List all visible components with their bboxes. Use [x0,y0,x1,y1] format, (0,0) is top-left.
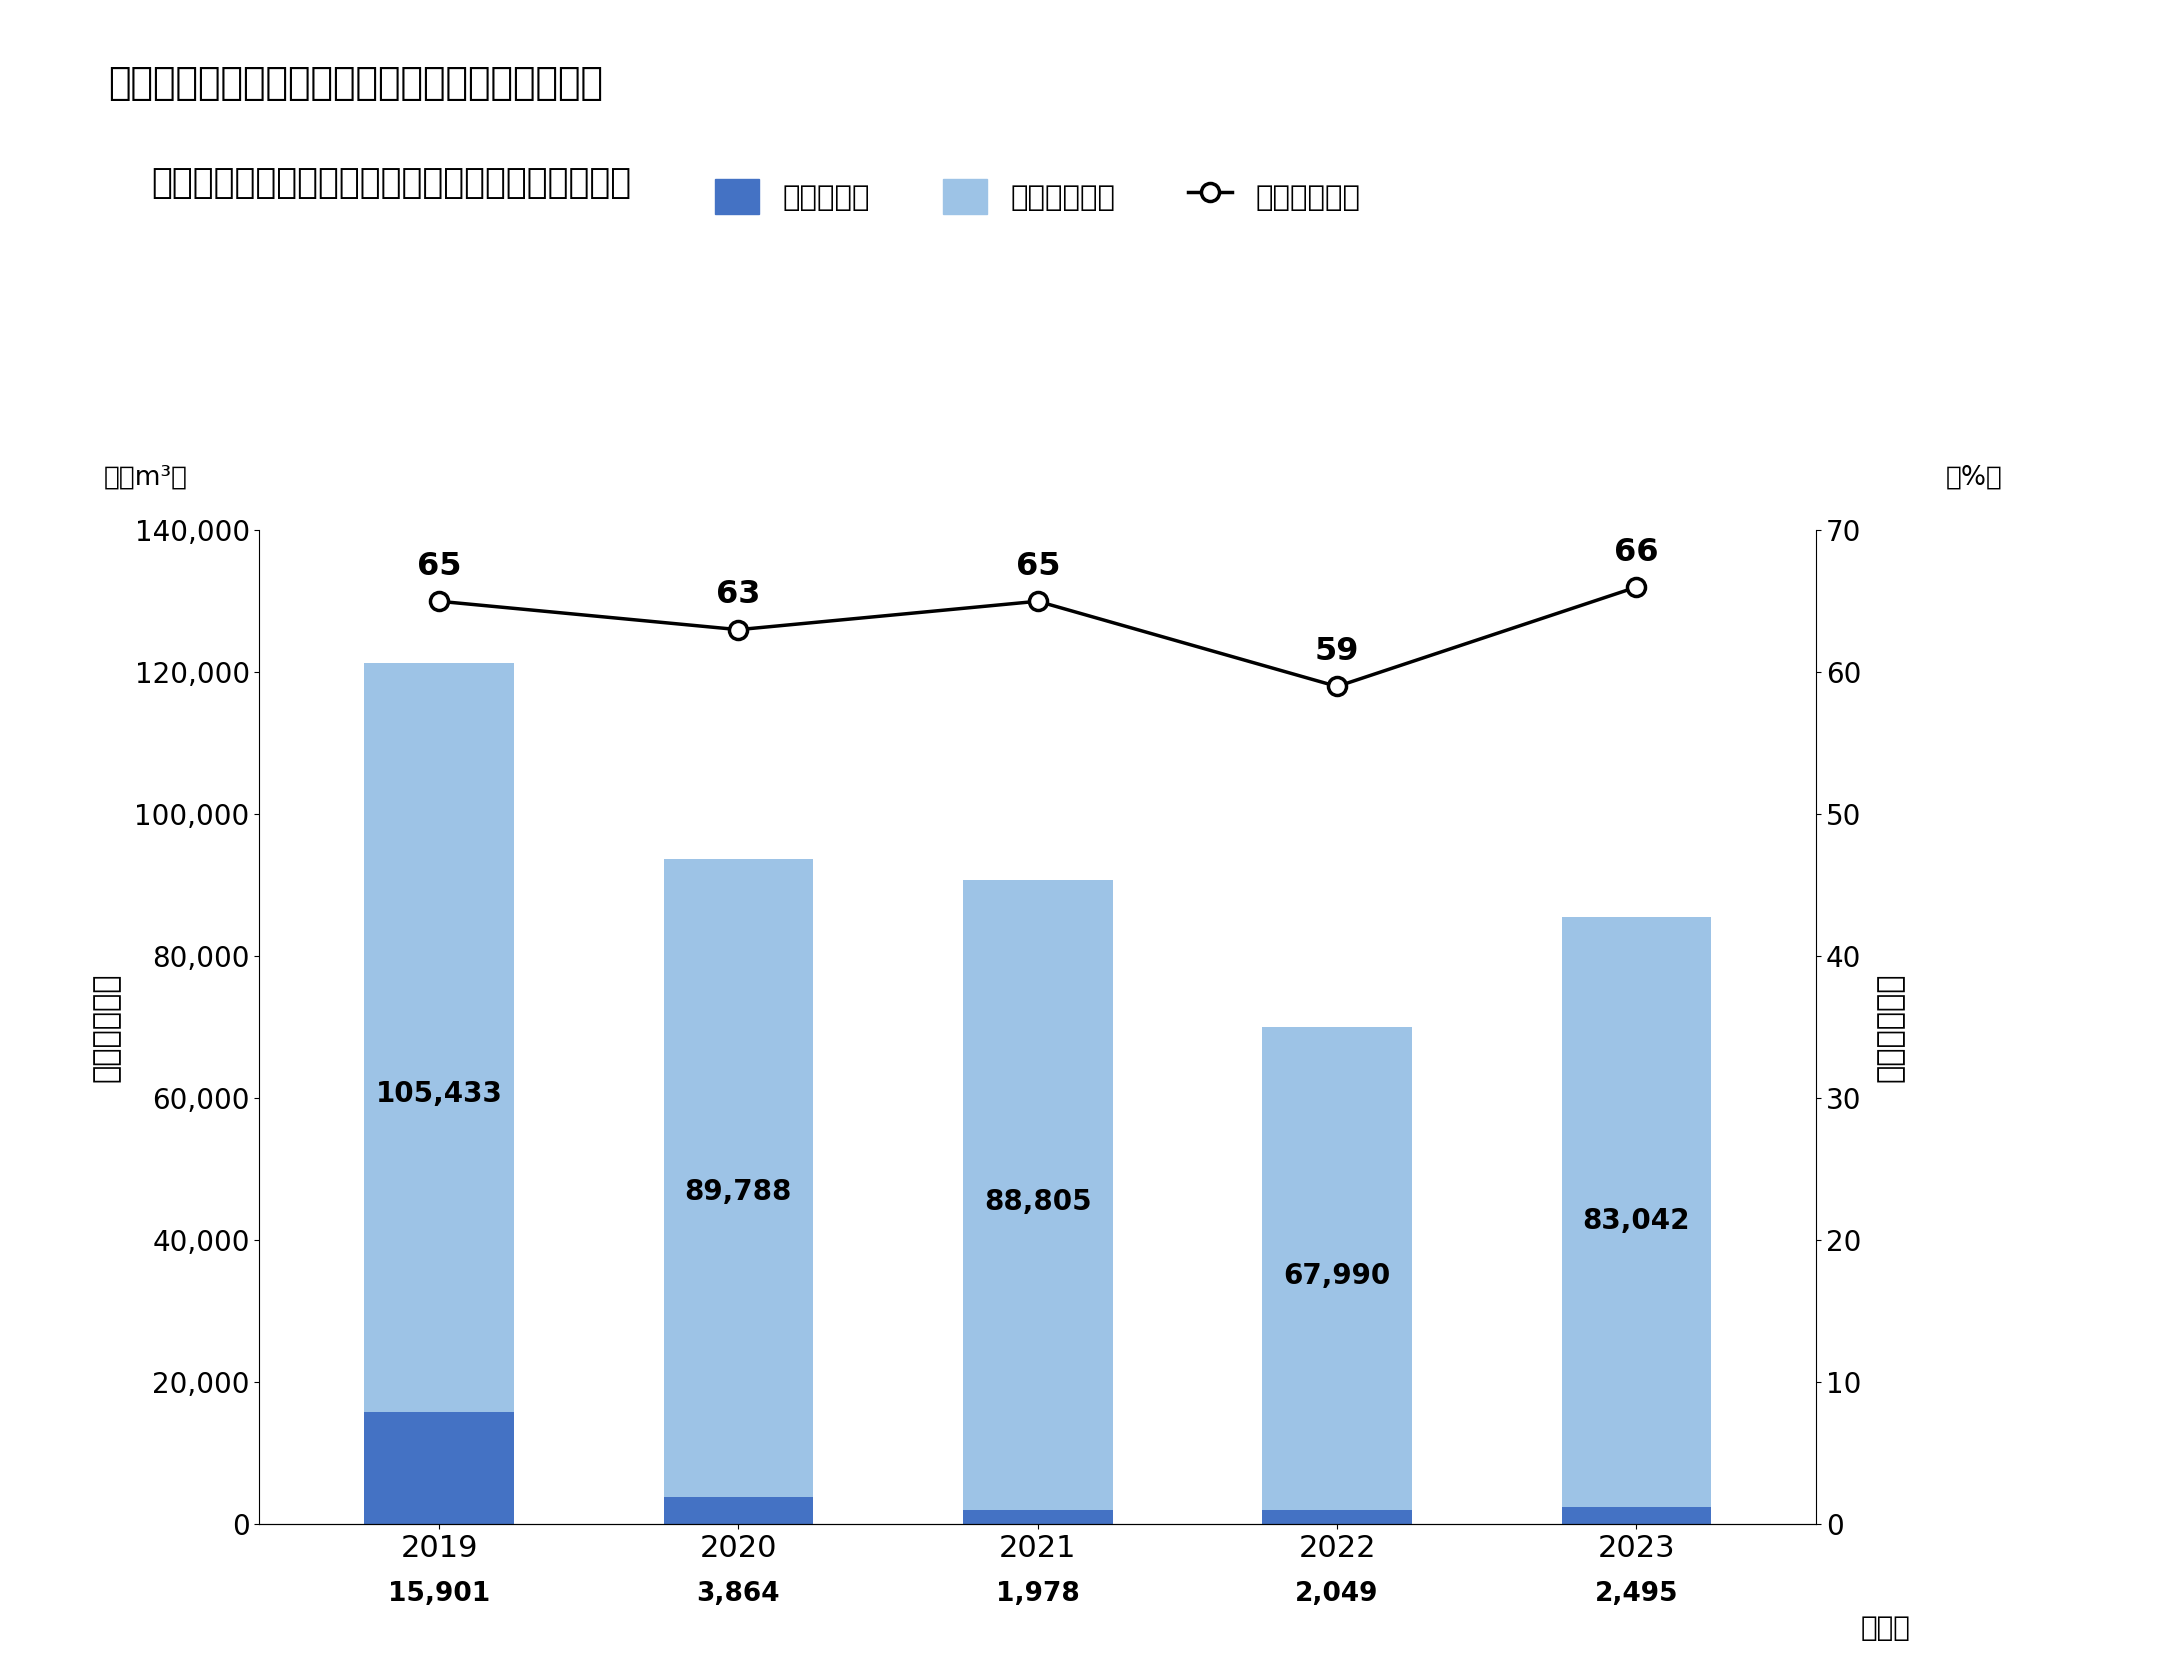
Text: （千m³）: （千m³） [104,464,188,490]
Text: （%）: （%） [1946,464,2002,490]
Bar [1263,1510,1412,1524]
Bar [664,860,813,1496]
Bar [363,1412,515,1524]
Text: 67,990: 67,990 [1284,1261,1390,1289]
Text: 88,805: 88,805 [984,1188,1092,1216]
Text: 66: 66 [1615,537,1658,568]
Text: 65: 65 [1016,550,1059,582]
Bar [363,663,515,1412]
Bar [664,1496,813,1524]
Bar [1263,1027,1412,1510]
Text: 105,433: 105,433 [376,1080,502,1107]
Text: （年）: （年） [1861,1614,1911,1642]
Text: 2,049: 2,049 [1295,1581,1379,1607]
Text: 65: 65 [417,550,461,582]
Y-axis label: 循環的利用率: 循環的利用率 [1874,973,1905,1082]
Text: 3,864: 3,864 [696,1581,780,1607]
Bar [962,880,1113,1511]
Text: 2,495: 2,495 [1596,1581,1678,1607]
Text: 89,788: 89,788 [685,1178,791,1206]
Text: グループ全体の水の循環的利用量と循環的利用率: グループ全体の水の循環的利用量と循環的利用率 [108,66,603,103]
Y-axis label: 循環的利用量: 循環的利用量 [91,973,121,1082]
Text: 15,901: 15,901 [387,1581,491,1607]
Legend: リユース水, リサイクル水, 循環的利用率: リユース水, リサイクル水, 循環的利用率 [705,167,1371,225]
Text: 83,042: 83,042 [1583,1206,1691,1234]
Text: （循環的利用量／（用水使用量＋循環的利用量））: （循環的利用量／（用水使用量＋循環的利用量）） [151,166,631,200]
Text: 59: 59 [1314,636,1360,668]
Text: 63: 63 [716,580,761,610]
Bar [1561,1506,1712,1524]
Bar [962,1511,1113,1524]
Text: 1,978: 1,978 [997,1581,1079,1607]
Bar [1561,916,1712,1506]
